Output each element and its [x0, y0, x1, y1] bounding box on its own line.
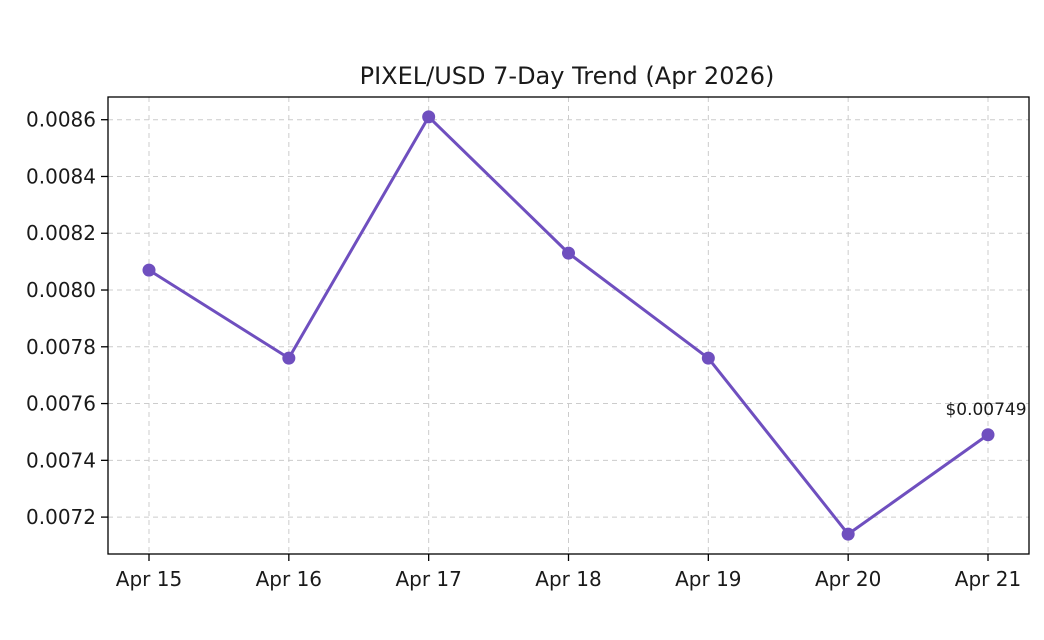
y-tick-label: 0.0074 [26, 448, 96, 472]
x-tick-label: Apr 15 [116, 567, 182, 591]
y-tick-label: 0.0086 [26, 108, 96, 132]
x-tick-label: Apr 21 [955, 567, 1021, 591]
y-tick-label: 0.0084 [26, 164, 96, 188]
x-tick-label: Apr 19 [675, 567, 741, 591]
x-tick-label: Apr 17 [395, 567, 461, 591]
data-point [562, 246, 575, 260]
last-price-annotation: $0.00749 [945, 400, 1026, 420]
series-pixel-usd [142, 110, 995, 541]
y-tick-label: 0.0072 [26, 505, 96, 529]
x-tick-label: Apr 16 [256, 567, 322, 591]
axes: Apr 15 Apr 16 Apr 17 Apr 18 Apr 19 Apr 20 Apr … [26, 108, 1021, 591]
plot-frame [107, 96, 1030, 555]
data-point [282, 351, 296, 365]
chart-title: PIXEL/USD 7-Day Trend (Apr 2026) [360, 62, 775, 90]
grid [108, 97, 1029, 554]
data-point [422, 110, 436, 124]
y-tick-label: 0.0076 [26, 392, 96, 416]
data-point [981, 428, 995, 442]
y-tick-label: 0.0080 [26, 278, 96, 302]
x-tick-label: Apr 18 [535, 567, 601, 591]
y-tick-label: 0.0082 [26, 221, 96, 245]
data-point [142, 263, 156, 277]
y-tick-label: 0.0078 [26, 335, 96, 359]
data-point [701, 351, 715, 365]
x-tick-label: Apr 20 [815, 567, 881, 591]
data-point [841, 527, 855, 541]
